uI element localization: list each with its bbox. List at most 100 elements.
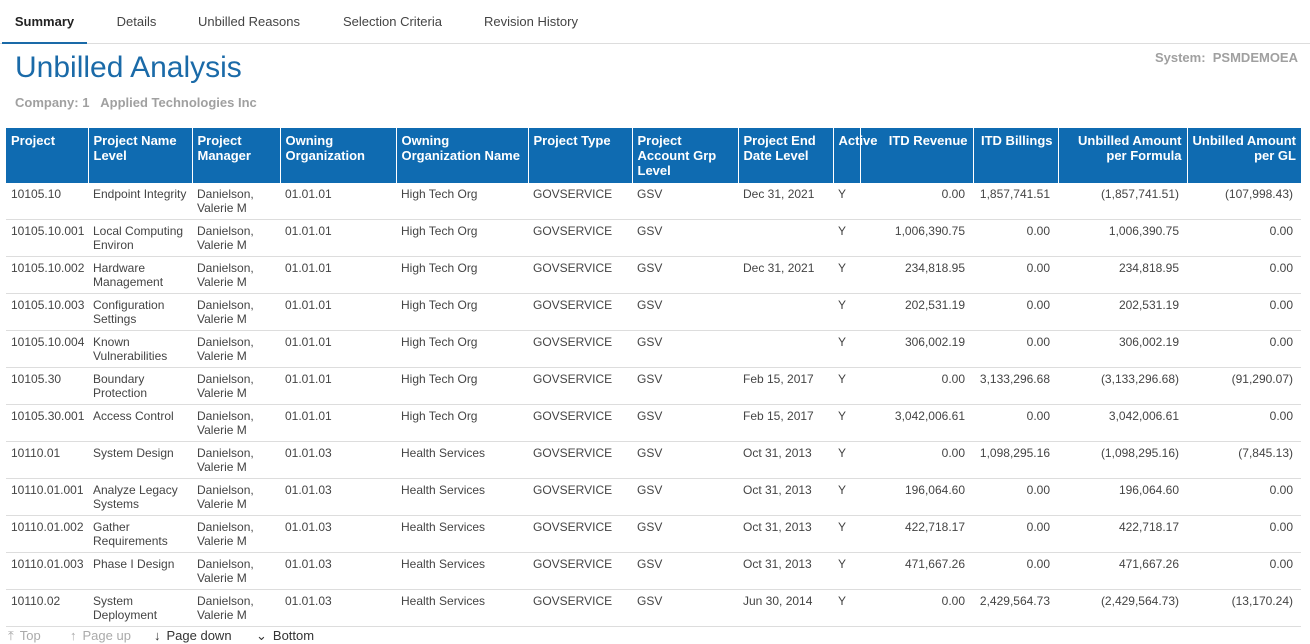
table-cell: Local Computing Environ: [88, 219, 192, 257]
page-title: Unbilled Analysis: [15, 51, 242, 84]
table-cell: Configuration Settings: [88, 293, 192, 331]
table-cell: 3,042,006.61: [1058, 404, 1187, 442]
table-cell: 0.00: [973, 515, 1058, 553]
table-cell: 01.01.01: [280, 219, 396, 257]
pager-button[interactable]: ↑ Page up: [70, 628, 131, 643]
table-cell: 0.00: [1187, 404, 1301, 442]
table-cell: 10110.01.002: [6, 515, 88, 553]
table-cell: Y: [833, 441, 860, 479]
table-cell: 10105.30: [6, 367, 88, 405]
tab[interactable]: Selection Criteria: [343, 14, 442, 29]
table-cell: Y: [833, 256, 860, 294]
table-cell: Oct 31, 2013: [738, 441, 833, 479]
table-cell: 471,667.26: [1058, 552, 1187, 590]
column-header: Active: [832, 128, 878, 183]
table-cell: 471,667.26: [860, 552, 973, 590]
table-row: 10110.01.003 Phase I Design Danielson, Val…: [6, 552, 1301, 590]
table-cell: (107,998.43): [1187, 183, 1301, 220]
table-cell: High Tech Org: [396, 293, 528, 331]
table-cell: Danielson, Valerie M: [192, 183, 280, 220]
pager-label: Bottom: [272, 628, 315, 643]
table-cell: GSV: [632, 256, 738, 294]
column-header: Project End Date Level: [737, 128, 833, 183]
table-cell: (13,170.24): [1187, 589, 1301, 627]
tab[interactable]: Unbilled Reasons: [198, 14, 300, 29]
table-cell: GOVSERVICE: [528, 367, 632, 405]
data-table: Project Project Name Level Project Manager…: [6, 128, 1301, 627]
table-cell: GOVSERVICE: [528, 404, 632, 442]
column-header: ITD Revenue: [859, 128, 973, 183]
table-cell: Danielson, Valerie M: [192, 515, 280, 553]
table-cell: [738, 219, 833, 257]
table-cell: Danielson, Valerie M: [192, 552, 280, 590]
table-row: 10110.01.001 Analyze Legacy Systems Daniel…: [6, 478, 1301, 516]
table-cell: Health Services: [396, 478, 528, 516]
table-cell: 01.01.01: [280, 293, 396, 331]
table-cell: Y: [833, 183, 860, 220]
table-cell: 0.00: [973, 552, 1058, 590]
table-cell: Endpoint Integrity: [88, 183, 192, 220]
pager-button[interactable]: ⤒ Top: [8, 628, 41, 644]
pager-icon: ↓: [154, 628, 161, 643]
table-cell: Boundary Protection: [88, 367, 192, 405]
table-cell: High Tech Org: [396, 256, 528, 294]
pager-icon: ↑: [70, 628, 77, 643]
table-cell: GOVSERVICE: [528, 478, 632, 516]
table-cell: Y: [833, 478, 860, 516]
pager-button[interactable]: ↓ Page down: [154, 628, 232, 643]
table-cell: (3,133,296.68): [1058, 367, 1187, 405]
table-cell: Health Services: [396, 441, 528, 479]
table-cell: 01.01.01: [280, 330, 396, 368]
table-cell: 196,064.60: [860, 478, 973, 516]
table-cell: Known Vulnerabilities: [88, 330, 192, 368]
table-cell: 0.00: [1187, 478, 1301, 516]
table-cell: Y: [833, 552, 860, 590]
table-cell: Feb 15, 2017: [738, 367, 833, 405]
table-cell: 2,429,564.73: [973, 589, 1058, 627]
table-cell: Danielson, Valerie M: [192, 256, 280, 294]
column-header: Unbilled Amount per GL: [1186, 128, 1301, 183]
table-cell: Feb 15, 2017: [738, 404, 833, 442]
table-cell: 0.00: [973, 256, 1058, 294]
table-cell: 0.00: [973, 293, 1058, 331]
table-cell: 196,064.60: [1058, 478, 1187, 516]
table-cell: 10110.02: [6, 589, 88, 627]
table-cell: 0.00: [1187, 515, 1301, 553]
table-cell: 01.01.01: [280, 183, 396, 220]
table-cell: Gather Requirements: [88, 515, 192, 553]
table-cell: GOVSERVICE: [528, 441, 632, 479]
tab-bar: Summary Details Unbilled Reasons Selection …: [0, 0, 1310, 44]
tab[interactable]: Revision History: [484, 14, 578, 29]
table-cell: 01.01.01: [280, 367, 396, 405]
table-cell: Danielson, Valerie M: [192, 589, 280, 627]
pager-button[interactable]: ⌄ Bottom: [256, 628, 314, 644]
table-cell: High Tech Org: [396, 367, 528, 405]
table-cell: GSV: [632, 330, 738, 368]
table-cell: 0.00: [860, 589, 973, 627]
system-value: PSMDEMOEA: [1212, 50, 1298, 65]
table-cell: Health Services: [396, 589, 528, 627]
table-cell: System Design: [88, 441, 192, 479]
company-info: Company: 1 Applied Technologies Inc: [15, 95, 257, 110]
pager-icon: ⌄: [256, 628, 267, 643]
table-cell: 0.00: [1187, 256, 1301, 294]
table-cell: GOVSERVICE: [528, 183, 632, 220]
column-header: ITD Billings: [972, 128, 1058, 183]
system-label: System:: [1154, 50, 1206, 65]
table-cell: GSV: [632, 478, 738, 516]
table-cell: High Tech Org: [396, 183, 528, 220]
table-cell: (91,290.07): [1187, 367, 1301, 405]
table-cell: 0.00: [860, 367, 973, 405]
table-cell: 0.00: [1187, 552, 1301, 590]
table-cell: 01.01.01: [280, 256, 396, 294]
table-cell: GSV: [632, 589, 738, 627]
tab[interactable]: Summary: [2, 0, 87, 44]
table-row: 10105.10.004 Known Vulnerabilities Daniels…: [6, 330, 1301, 368]
table-row: 10105.10 Endpoint Integrity Danielson, Val…: [6, 183, 1301, 220]
table-cell: [738, 293, 833, 331]
tab[interactable]: Details: [116, 14, 157, 29]
table-cell: Y: [833, 515, 860, 553]
table-cell: 1,857,741.51: [973, 183, 1058, 220]
table-cell: 10110.01: [6, 441, 88, 479]
